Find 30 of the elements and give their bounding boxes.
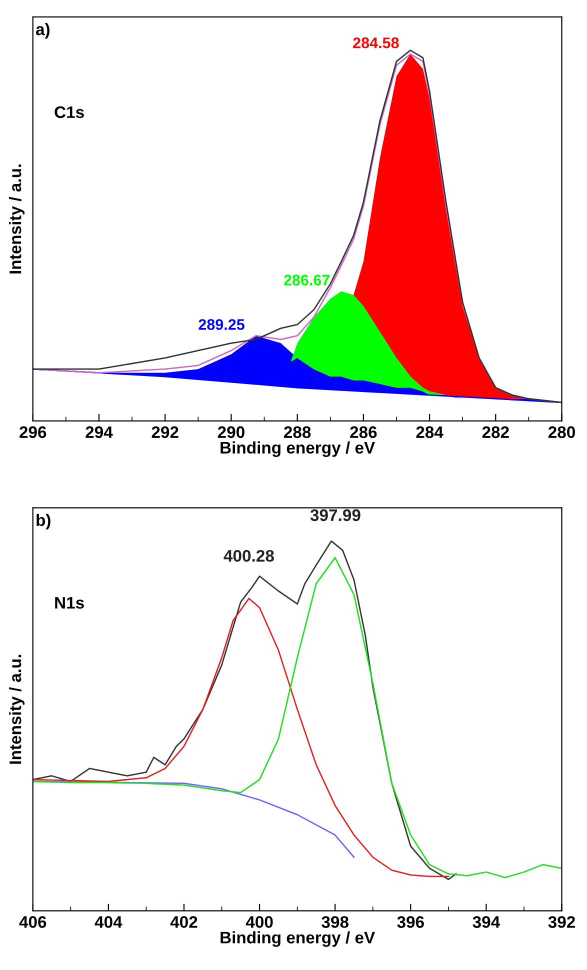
x-tick-label: 398: [322, 916, 348, 928]
text: b): [36, 514, 50, 530]
x-tick-label: 280: [548, 426, 575, 438]
annotation: C1s: [54, 106, 84, 118]
x-tick-label: 294: [86, 426, 113, 438]
x-tick-label: 392: [548, 916, 575, 928]
series-label: 289.25: [198, 319, 244, 330]
x-tick-label: 286: [350, 426, 377, 438]
x-tick-label: 284: [416, 426, 444, 438]
x-tick-label: 406: [19, 916, 46, 928]
x-tick-label: 282: [482, 426, 509, 438]
x-axis-title: Binding energy / eV: [220, 441, 375, 457]
x-tick-label: 404: [94, 916, 122, 928]
x-tick-label: 292: [152, 426, 178, 438]
x-tick-label: 400: [246, 916, 273, 928]
annotation: 400.28: [224, 550, 274, 562]
y-axis-title: Intensity / a.u.: [9, 164, 25, 274]
x-tick-label: 396: [397, 916, 424, 928]
x-tick-label: 402: [170, 916, 198, 928]
x-tick-label: 290: [218, 426, 244, 438]
x-tick-label: 394: [472, 916, 500, 928]
x-tick-label: 296: [20, 426, 46, 438]
series-label: 284.58: [353, 37, 399, 48]
x-axis-title: Binding energy / eV: [220, 931, 375, 947]
text: a): [36, 23, 50, 39]
annotation: N1s: [55, 597, 84, 609]
series-label: 286.67: [284, 274, 330, 286]
x-tick-label: 288: [284, 426, 311, 438]
y-axis-title: Intensity / a.u.: [9, 654, 25, 764]
annotation: 397.99: [310, 509, 360, 522]
